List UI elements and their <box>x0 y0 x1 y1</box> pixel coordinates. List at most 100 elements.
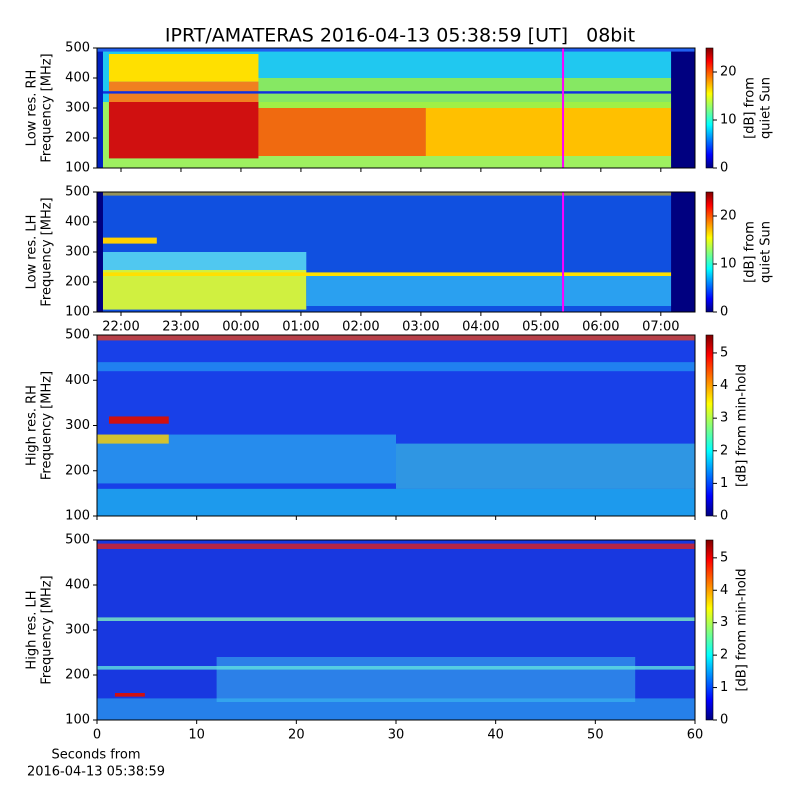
y-axis-label: Low res. LH <box>25 215 40 290</box>
spectrogram-texture <box>108 54 259 82</box>
colorbar-tick-label: 3 <box>720 411 728 426</box>
spectrogram-texture <box>216 657 636 702</box>
y-tick-label: 100 <box>65 713 90 728</box>
colorbar-tick-label: 0 <box>720 509 728 524</box>
y-tick-label: 300 <box>65 245 90 260</box>
y-tick-label: 400 <box>65 71 90 86</box>
colorbar-tick-label: 1 <box>720 476 728 491</box>
spectrogram-texture <box>108 416 169 424</box>
x-axis-label: 2016-04-13 05:38:59 <box>27 765 165 780</box>
colorbar <box>705 334 714 517</box>
spectrogram-texture <box>114 693 145 697</box>
colorbar-label: [dB] from min-hold <box>735 364 750 487</box>
colorbar-tick-label: 10 <box>720 113 737 128</box>
y-tick-label: 300 <box>65 418 90 433</box>
y-tick-label: 200 <box>65 275 90 290</box>
x-tick-label: 50 <box>587 728 604 743</box>
x-axis-label: Seconds from <box>51 748 140 763</box>
y-tick-label: 500 <box>65 41 90 56</box>
spectrogram-texture <box>671 48 695 168</box>
spectrogram-texture <box>97 237 157 244</box>
spectrogram-texture <box>97 617 695 621</box>
y-tick-label: 500 <box>65 185 90 200</box>
y-tick-label: 500 <box>65 533 90 548</box>
y-axis-label: Frequency [MHz] <box>40 197 55 306</box>
y-tick-label: 400 <box>65 578 90 593</box>
colorbar-tick-label: 4 <box>720 583 728 598</box>
colorbar-tick-label: 1 <box>720 680 728 695</box>
x-tick-label: 23:00 <box>162 320 199 335</box>
x-tick-label: 22:00 <box>102 320 139 335</box>
y-axis-label: Frequency [MHz] <box>40 53 55 162</box>
spectrogram-texture <box>97 698 695 720</box>
spectrogram-texture <box>97 335 695 341</box>
x-tick-label: 01:00 <box>282 320 319 335</box>
y-axis-label: High res. RH <box>25 385 40 466</box>
y-tick-label: 100 <box>65 305 90 320</box>
x-tick-label: 60 <box>687 728 704 743</box>
spectrogram-texture <box>425 108 672 156</box>
spectrogram-texture <box>97 270 307 310</box>
x-tick-label: 05:00 <box>522 320 559 335</box>
spectrogram-texture <box>306 276 695 306</box>
spectrogram-texture <box>108 102 259 159</box>
spectrogram-texture <box>97 272 695 276</box>
x-tick-label: 03:00 <box>402 320 439 335</box>
spectrogram-texture <box>97 91 695 94</box>
spectrogram-texture <box>97 434 169 444</box>
x-tick-label: 04:00 <box>462 320 499 335</box>
y-tick-label: 400 <box>65 215 90 230</box>
x-tick-label: 02:00 <box>342 320 379 335</box>
spectrogram-texture <box>97 192 695 196</box>
colorbar-tick-label: 0 <box>720 713 728 728</box>
spectrogram-texture <box>671 192 695 312</box>
colorbar-label: quiet Sun <box>759 77 774 139</box>
colorbar-tick-label: 10 <box>720 257 737 272</box>
x-tick-label: 00:00 <box>222 320 259 335</box>
spectrogram-texture <box>258 108 426 156</box>
title: IPRT/AMATERAS 2016-04-13 05:38:59 [UT] 0… <box>165 25 635 47</box>
colorbar-tick-label: 20 <box>720 65 737 80</box>
colorbar-tick-label: 20 <box>720 209 737 224</box>
colorbar-tick-label: 3 <box>720 615 728 630</box>
y-tick-label: 200 <box>65 668 90 683</box>
colorbar-label: [dB] from <box>743 77 758 139</box>
x-tick-label: 20 <box>288 728 305 743</box>
colorbar-tick-label: 4 <box>720 378 728 393</box>
colorbar-label: [dB] from min-hold <box>735 568 750 691</box>
spectrogram-texture <box>97 488 695 516</box>
spectrogram-texture <box>97 666 695 670</box>
spectrogram-texture <box>97 543 695 549</box>
y-axis-label: High res. LH <box>25 590 40 669</box>
colorbar <box>705 47 714 169</box>
colorbar <box>705 191 714 313</box>
y-tick-label: 100 <box>65 161 90 176</box>
panel: 100 200 300 400 500 High res. RH Frequency [MH… <box>25 328 750 524</box>
spectrogram-texture <box>396 443 695 489</box>
y-axis-label: Low res. RH <box>25 70 40 147</box>
x-tick-label: 30 <box>388 728 405 743</box>
y-tick-label: 300 <box>65 101 90 116</box>
x-tick-label: 0 <box>93 728 101 743</box>
y-tick-label: 300 <box>65 623 90 638</box>
spectrogram-texture <box>97 48 695 52</box>
colorbar-tick-label: 5 <box>720 345 728 360</box>
colorbar-tick-label: 0 <box>720 305 728 320</box>
y-tick-label: 400 <box>65 373 90 388</box>
y-axis-label: Frequency [MHz] <box>40 575 55 684</box>
spectrogram-texture <box>97 192 103 312</box>
colorbar-tick-label: 0 <box>720 161 728 176</box>
colorbar-tick-label: 2 <box>720 443 728 458</box>
y-tick-label: 100 <box>65 509 90 524</box>
x-tick-label: 07:00 <box>642 320 679 335</box>
spectrogram-texture <box>97 48 103 168</box>
x-tick-label: 10 <box>188 728 205 743</box>
spectrogram-texture <box>97 252 307 270</box>
x-tick-label: 40 <box>487 728 504 743</box>
colorbar-label: quiet Sun <box>759 221 774 283</box>
colorbar-label: [dB] from <box>743 221 758 283</box>
